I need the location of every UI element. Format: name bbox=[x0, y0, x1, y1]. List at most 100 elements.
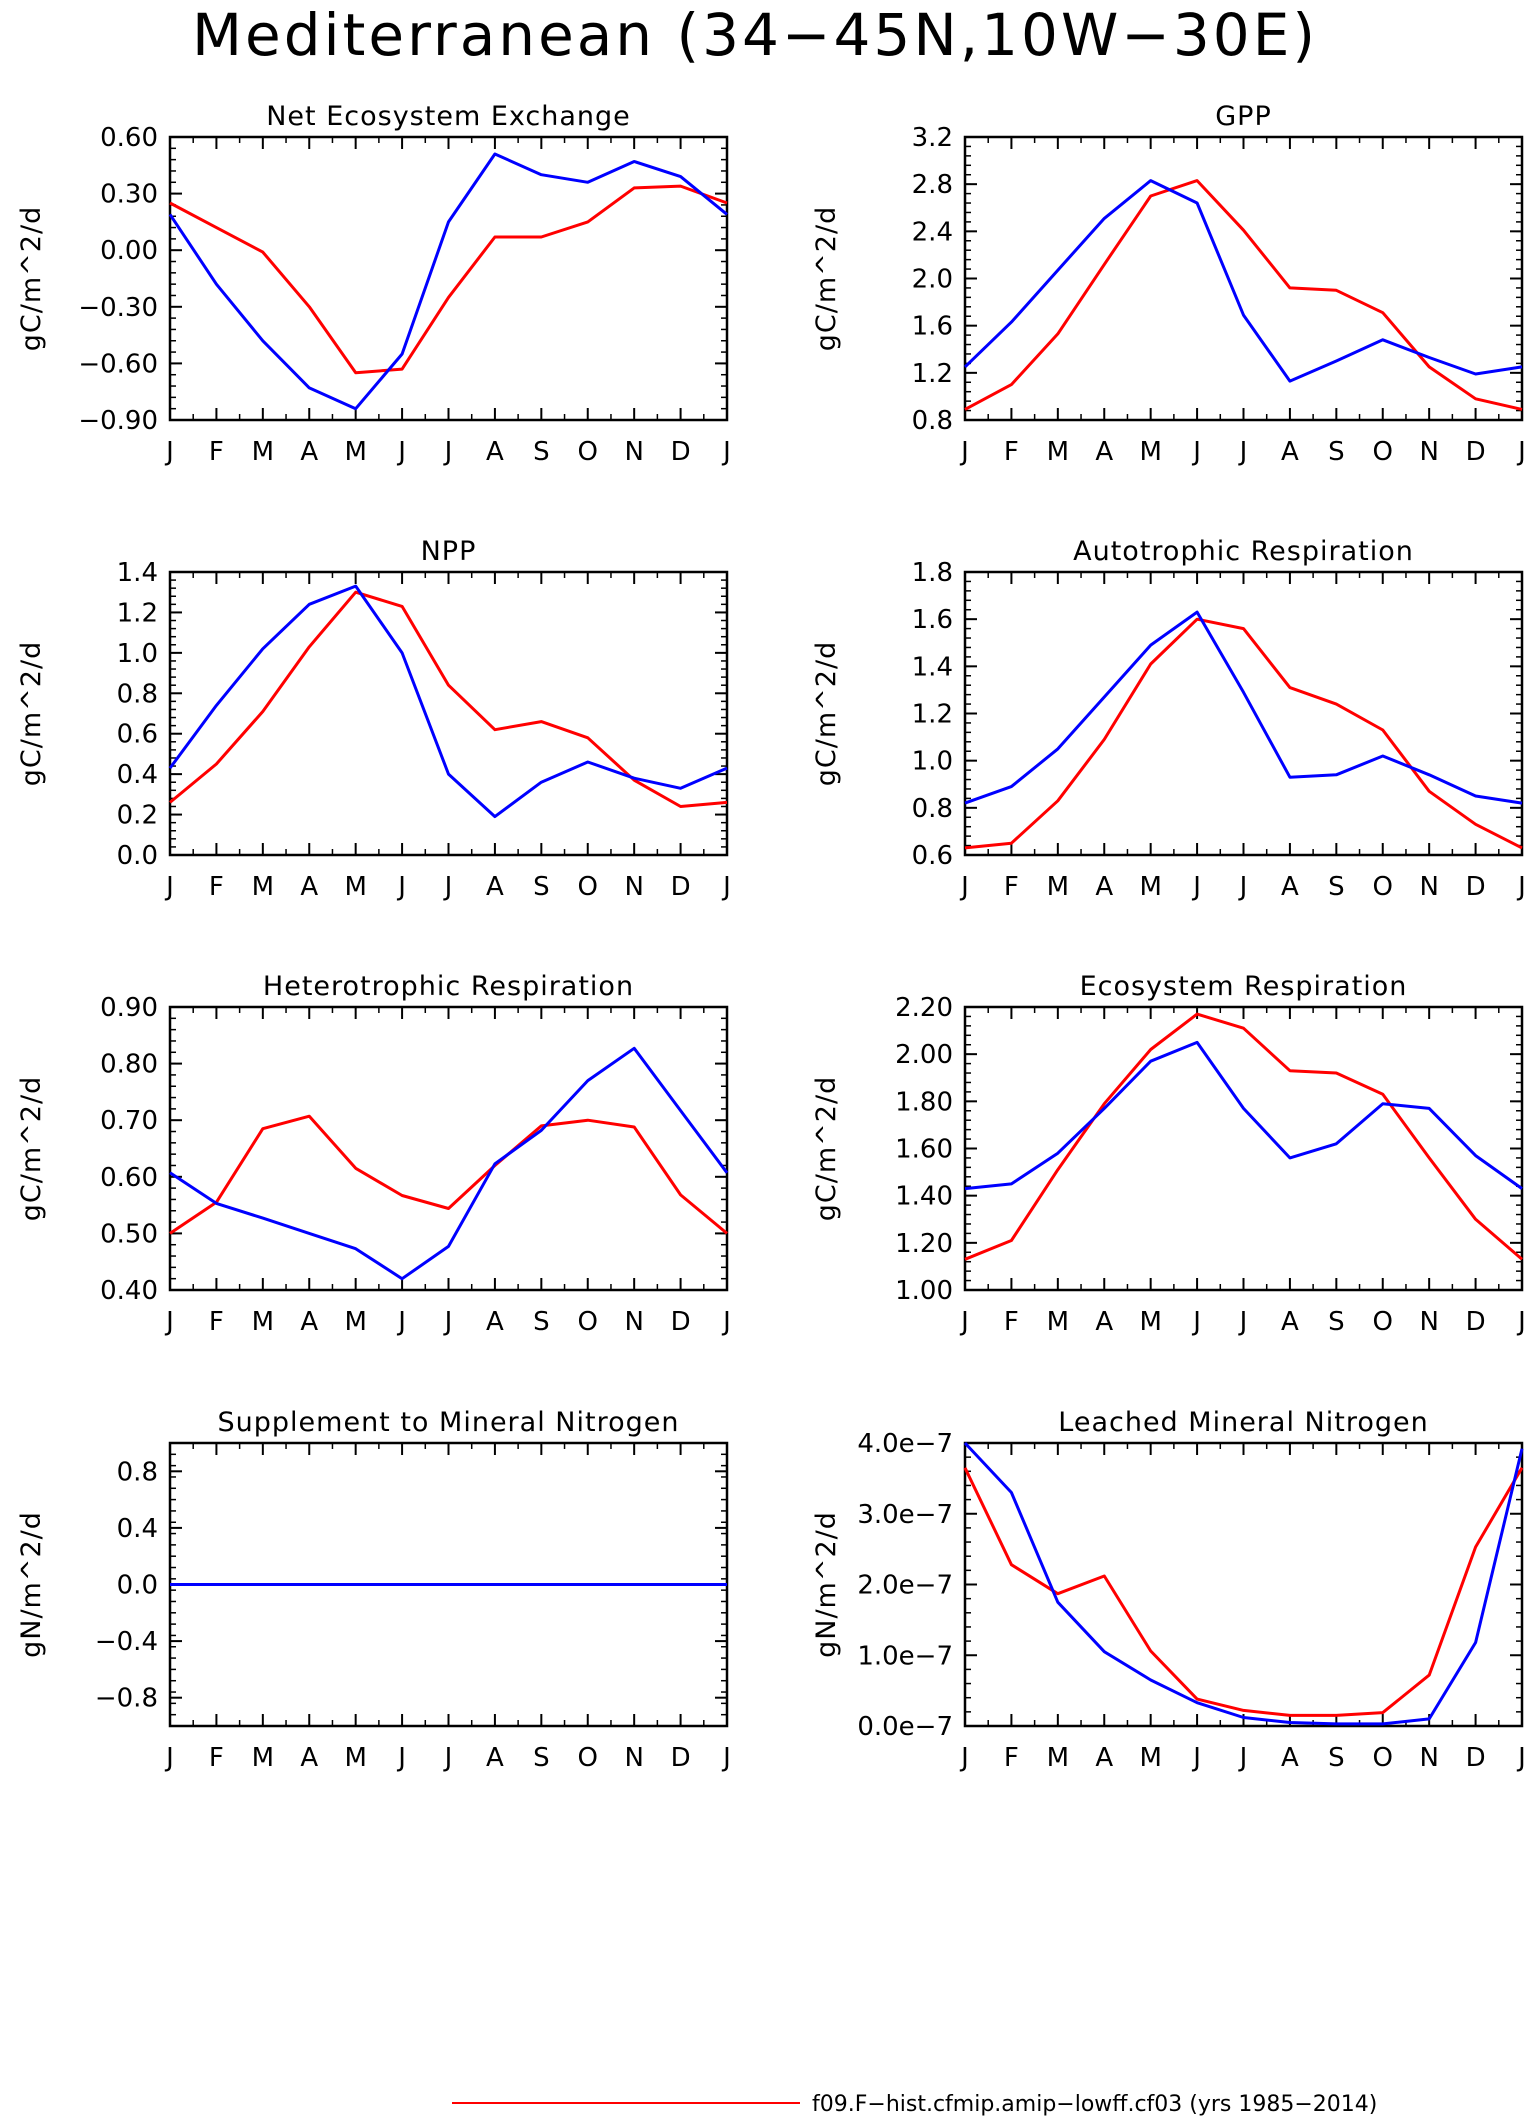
y-axis-label: gN/m^2/d bbox=[16, 1511, 47, 1658]
x-tick-label: S bbox=[1328, 437, 1345, 467]
x-tick-label: O bbox=[1373, 872, 1393, 902]
x-tick-label: J bbox=[1191, 1307, 1201, 1337]
x-tick-label: J bbox=[443, 437, 453, 467]
x-tick-label: N bbox=[1419, 437, 1438, 467]
x-tick-label: J bbox=[959, 437, 969, 467]
y-tick-label: 0.4 bbox=[117, 1514, 158, 1544]
y-axis-label: gC/m^2/d bbox=[16, 1076, 47, 1221]
x-tick-label: J bbox=[1516, 1307, 1526, 1337]
y-tick-label: 0.00 bbox=[100, 236, 158, 266]
x-tick-label: M bbox=[252, 872, 274, 902]
y-tick-label: 0.0 bbox=[117, 841, 158, 871]
y-axis-label: gN/m^2/d bbox=[811, 1511, 842, 1658]
series-line-blue bbox=[963, 1441, 1524, 1726]
x-tick-label: J bbox=[443, 1307, 453, 1337]
y-tick-label: 2.0 bbox=[912, 265, 953, 295]
x-tick-label: F bbox=[209, 1307, 224, 1337]
plot-frame bbox=[168, 135, 729, 422]
panel-title: Ecosystem Respiration bbox=[1080, 971, 1408, 1002]
y-tick-label: −0.60 bbox=[78, 349, 158, 379]
x-tick-label: D bbox=[671, 1307, 691, 1337]
y-tick-label: 1.80 bbox=[895, 1087, 953, 1117]
page-title: Mediterranean (34−45N,10W−30E) bbox=[192, 1, 1318, 69]
y-axis-label: gC/m^2/d bbox=[811, 1076, 842, 1221]
y-axis-label: gC/m^2/d bbox=[16, 641, 47, 786]
x-tick-label: A bbox=[1095, 1743, 1113, 1773]
y-tick-label: 1.0 bbox=[912, 747, 953, 777]
x-tick-label: S bbox=[533, 872, 550, 902]
x-tick-label: F bbox=[209, 872, 224, 902]
y-tick-label: 0.4 bbox=[117, 760, 158, 790]
y-tick-label: 0.8 bbox=[117, 679, 158, 709]
y-tick-label: 1.4 bbox=[117, 558, 158, 588]
x-tick-label: S bbox=[533, 1743, 550, 1773]
y-tick-label: 0.70 bbox=[100, 1106, 158, 1136]
y-tick-label: 0.40 bbox=[100, 1276, 158, 1306]
x-tick-label: M bbox=[1047, 872, 1069, 902]
panel-title: Autotrophic Respiration bbox=[1073, 536, 1414, 567]
x-tick-label: J bbox=[1516, 1743, 1526, 1773]
x-tick-label: M bbox=[1139, 1743, 1161, 1773]
x-tick-label: J bbox=[959, 1743, 969, 1773]
y-tick-label: 0.30 bbox=[100, 180, 158, 210]
x-tick-label: J bbox=[396, 1743, 406, 1773]
y-tick-label: 1.2 bbox=[912, 700, 953, 730]
y-tick-label: 1.2 bbox=[117, 598, 158, 628]
y-tick-label: 1.40 bbox=[895, 1182, 953, 1212]
x-tick-label: M bbox=[344, 437, 366, 467]
x-tick-label: M bbox=[1139, 1307, 1161, 1337]
x-tick-label: A bbox=[1281, 1743, 1299, 1773]
y-tick-label: 1.6 bbox=[912, 605, 953, 635]
legend: f09.F−hist.cfmip.amip−lowff.cf03 (yrs 19… bbox=[452, 2092, 1377, 2117]
x-tick-label: M bbox=[252, 1743, 274, 1773]
series-line-red bbox=[963, 1467, 1524, 1717]
y-axis-label: gC/m^2/d bbox=[811, 641, 842, 786]
series-line-blue bbox=[964, 610, 1523, 805]
x-tick-label: A bbox=[1095, 872, 1113, 902]
y-tick-label: 0.50 bbox=[100, 1219, 158, 1249]
x-tick-label: S bbox=[533, 1307, 550, 1337]
x-tick-label: J bbox=[1191, 437, 1201, 467]
y-tick-label: −0.90 bbox=[78, 406, 158, 436]
x-tick-label: N bbox=[624, 1307, 643, 1337]
y-tick-label: −0.8 bbox=[95, 1684, 158, 1714]
x-tick-label: S bbox=[1328, 872, 1345, 902]
x-tick-label: S bbox=[533, 437, 550, 467]
x-tick-label: D bbox=[671, 872, 691, 902]
x-tick-label: D bbox=[1466, 437, 1486, 467]
series-line-blue bbox=[169, 1046, 729, 1281]
x-tick-label: M bbox=[252, 1307, 274, 1337]
x-tick-label: J bbox=[164, 1743, 174, 1773]
x-tick-label: M bbox=[1047, 437, 1069, 467]
y-tick-label: 2.20 bbox=[895, 993, 953, 1023]
x-tick-label: J bbox=[721, 872, 731, 902]
x-tick-label: J bbox=[396, 437, 406, 467]
plot-frame bbox=[963, 570, 1524, 857]
x-tick-label: A bbox=[1095, 1307, 1113, 1337]
series-line-red bbox=[169, 1114, 728, 1235]
x-tick-label: D bbox=[671, 1743, 691, 1773]
x-tick-label: F bbox=[1004, 1743, 1019, 1773]
x-tick-label: M bbox=[344, 1743, 366, 1773]
x-tick-label: J bbox=[443, 872, 453, 902]
x-tick-label: O bbox=[578, 1743, 598, 1773]
x-tick-label: J bbox=[1516, 437, 1526, 467]
y-tick-label: 1.8 bbox=[912, 558, 953, 588]
panel-title: Supplement to Mineral Nitrogen bbox=[218, 1407, 680, 1438]
series-line-blue bbox=[963, 179, 1523, 383]
series-line-blue bbox=[168, 584, 728, 819]
x-tick-label: J bbox=[1238, 872, 1248, 902]
x-tick-label: D bbox=[1466, 1743, 1486, 1773]
x-tick-label: O bbox=[578, 1307, 598, 1337]
y-tick-label: −0.30 bbox=[78, 293, 158, 323]
y-tick-label: 0.60 bbox=[100, 123, 158, 153]
x-tick-label: M bbox=[1139, 437, 1161, 467]
x-tick-label: J bbox=[396, 872, 406, 902]
legend-label: f09.F−hist.cfmip.amip−lowff.cf03 (yrs 19… bbox=[812, 2092, 1377, 2117]
x-tick-label: M bbox=[344, 1307, 366, 1337]
x-tick-label: M bbox=[252, 437, 274, 467]
